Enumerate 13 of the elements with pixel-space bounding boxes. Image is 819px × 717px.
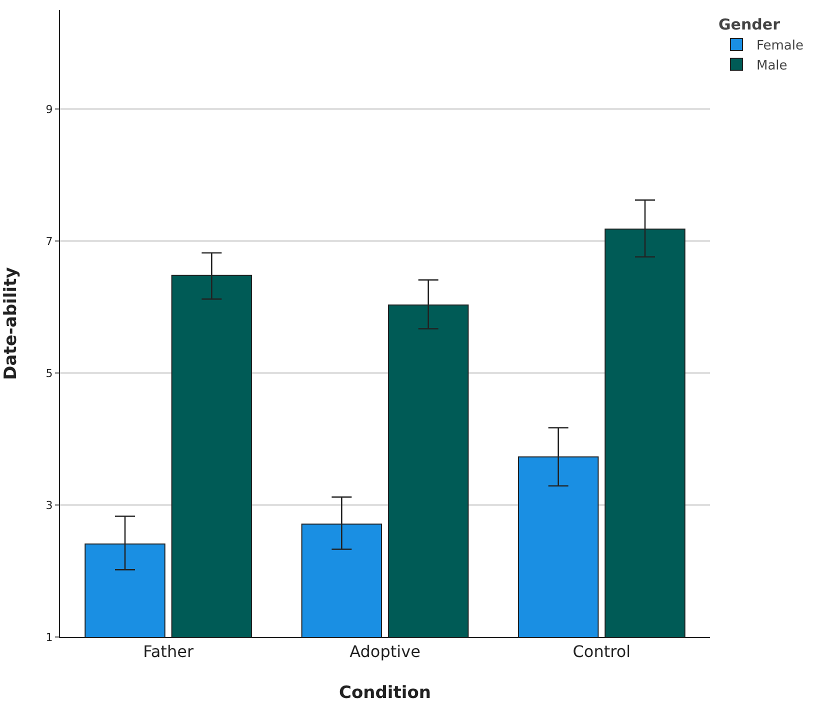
y-tick-label: 5 <box>46 366 53 380</box>
y-tick-label: 9 <box>46 102 53 116</box>
x-tick-label: Father <box>143 642 194 662</box>
legend-title: Gender <box>718 16 781 34</box>
x-tick-label: Control <box>572 642 631 662</box>
y-tick-label: 1 <box>46 630 53 644</box>
legend-label: Male <box>756 58 788 74</box>
x-tick-label: Adoptive <box>350 642 420 662</box>
y-tick-label: 3 <box>46 498 53 512</box>
y-tick-label: 7 <box>46 234 53 248</box>
legend-label: Female <box>756 38 804 54</box>
x-axis-title: Condition <box>339 683 431 703</box>
y-axis-title: Date-ability <box>1 267 21 380</box>
